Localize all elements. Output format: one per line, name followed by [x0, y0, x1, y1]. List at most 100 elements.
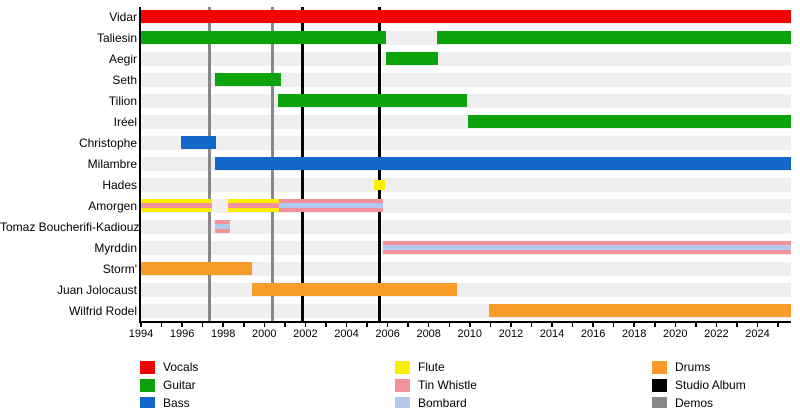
axis-tick: [551, 322, 553, 327]
axis-tick-label: 2004: [334, 328, 359, 340]
axis-tick: [243, 322, 245, 327]
tenure-bar-drums: [489, 304, 791, 317]
member-label: Wilfrid Rodel: [68, 303, 137, 318]
axis-tick: [160, 322, 163, 327]
axis-tick-label: 2014: [539, 328, 565, 340]
tenure-bar-flute-tin_whistle: [141, 199, 212, 212]
axis-tick: [427, 322, 430, 327]
bombard-stripe: [214, 224, 231, 229]
axis-tick: [181, 322, 183, 327]
axis-tick: [366, 322, 368, 327]
member-label: Iréel: [113, 114, 137, 129]
member-label: Tilion: [108, 93, 137, 108]
axis-tick: [736, 322, 738, 327]
axis-tick-label: 1998: [210, 328, 236, 340]
legend-label-bombard: Bombard: [418, 396, 467, 408]
tin_whistle-stripe: [228, 203, 279, 208]
axis-tick: [510, 322, 512, 327]
axis-tick-label: 2006: [375, 328, 400, 340]
legend-swatch-drums: [652, 361, 667, 374]
tenure-bar-tin_whistle-bombard: [278, 199, 384, 212]
tenure-bar-guitar: [436, 31, 791, 44]
member-label: Milambre: [87, 156, 137, 171]
member-label: Seth: [112, 72, 137, 87]
axis-tick: [674, 322, 677, 327]
axis-tick: [633, 322, 635, 327]
axis-tick-label: 2022: [704, 328, 729, 340]
axis-tick: [325, 322, 327, 327]
axis-tick: [530, 322, 533, 327]
row-track: [141, 282, 791, 297]
axis-tick: [612, 322, 615, 327]
axis-tick-label: 2010: [457, 328, 483, 340]
axis-tick: [489, 322, 492, 327]
legend-label-demos: Demos: [675, 396, 714, 408]
tenure-bar-drums: [141, 262, 252, 275]
legend-swatch-bombard: [395, 397, 410, 408]
axis-tick-label: 2016: [580, 328, 606, 340]
legend-label-drums: Drums: [675, 360, 711, 374]
tenure-bar-tin_whistle-bombard: [214, 220, 231, 233]
member-label: Aegir: [108, 51, 137, 66]
tenure-bar-guitar: [277, 94, 467, 107]
legend-swatch-guitar: [140, 379, 155, 392]
axis-tick-label: 2002: [293, 328, 318, 340]
axis-tick: [284, 322, 286, 327]
demo-release-line: [208, 7, 212, 322]
member-label: Juan Jolocaust: [56, 282, 137, 297]
axis-tick-label: 2020: [663, 328, 688, 340]
tenure-bar-guitar: [385, 52, 438, 65]
axis-tick: [695, 322, 697, 327]
tenure-bar-vocals: [141, 10, 791, 23]
legend-swatch-tin_whistle: [395, 379, 410, 392]
axis-tick: [448, 322, 450, 327]
row-track: [141, 177, 791, 192]
axis-tick-label: 2012: [498, 328, 524, 340]
axis-tick: [140, 322, 142, 327]
tenure-bar-guitar: [214, 73, 281, 86]
tenure-bar-guitar: [467, 115, 791, 128]
legend-label-vocals: Vocals: [163, 360, 199, 374]
row-track: [141, 135, 791, 150]
legend-label-flute: Flute: [418, 360, 445, 374]
x-axis-line: [139, 321, 791, 323]
axis-tick: [715, 322, 718, 327]
axis-tick-label: 2000: [252, 328, 277, 340]
axis-tick: [386, 322, 389, 327]
legend-label-tin_whistle: Tin Whistle: [418, 378, 477, 392]
tenure-bar-flute: [374, 179, 385, 190]
y-axis-line: [139, 7, 141, 322]
legend-swatch-flute: [395, 361, 410, 374]
axis-tick: [592, 322, 594, 327]
row-track: [141, 51, 791, 66]
axis-tick-label: 1994: [128, 328, 154, 340]
row-track: [141, 219, 791, 234]
axis-tick: [407, 322, 409, 327]
tenure-bar-bass: [181, 136, 216, 149]
member-label: Christophe: [78, 135, 137, 150]
member-label: Amorgen: [88, 198, 137, 213]
member-label: Myrddin: [94, 240, 137, 255]
axis-tick: [263, 322, 266, 327]
tin_whistle-stripe: [141, 203, 212, 208]
tenure-bar-bass: [214, 157, 791, 170]
axis-tick-label: 2008: [416, 328, 441, 340]
axis-tick: [571, 322, 574, 327]
legend-label-guitar: Guitar: [163, 378, 196, 392]
legend-swatch-vocals: [140, 361, 155, 374]
axis-tick: [304, 322, 307, 327]
member-label: Vidar: [109, 9, 137, 24]
bombard-stripe: [278, 203, 384, 208]
legend-label-bass: Bass: [163, 396, 190, 408]
legend-swatch-demos: [652, 397, 667, 408]
axis-tick: [654, 322, 656, 327]
bombard-stripe: [383, 245, 791, 250]
axis-tick: [777, 322, 779, 327]
member-label: Tomaz Boucherifi-Kadiouz: [0, 219, 140, 234]
axis-tick-label: 2018: [621, 328, 647, 340]
tenure-bar-tin_whistle-bombard: [383, 241, 791, 254]
member-label: Storm': [102, 261, 137, 276]
tenure-bar-flute-tin_whistle: [228, 199, 279, 212]
member-label: Taliesin: [96, 30, 137, 45]
